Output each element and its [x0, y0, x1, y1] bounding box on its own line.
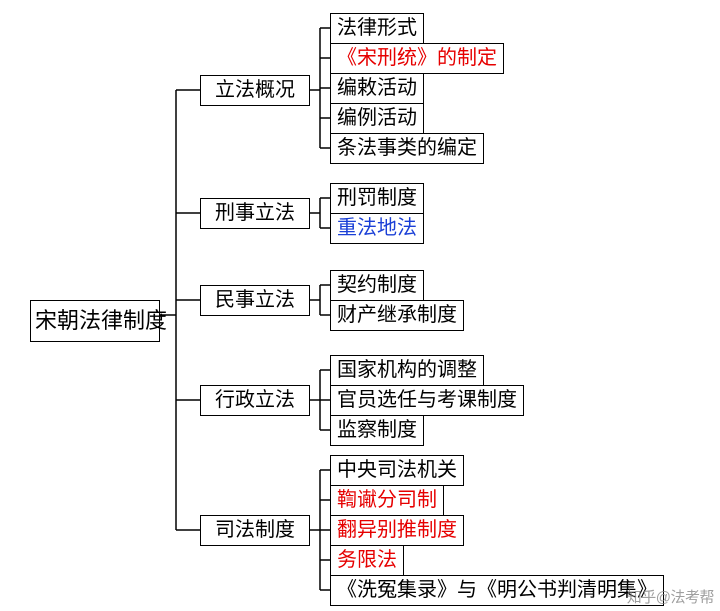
- leaf-admin-2: 监察制度: [330, 415, 424, 446]
- branch-judicial: 司法制度: [200, 515, 310, 546]
- branch-legis_overview: 立法概况: [200, 75, 310, 106]
- branch-civil: 民事立法: [200, 285, 310, 316]
- leaf-admin-0: 国家机构的调整: [330, 355, 484, 386]
- branch-criminal: 刑事立法: [200, 198, 310, 229]
- leaf-legis_overview-4: 条法事类的编定: [330, 133, 484, 164]
- leaf-criminal-0: 刑罚制度: [330, 183, 424, 214]
- leaf-legis_overview-1: 《宋刑统》的制定: [330, 43, 504, 74]
- leaf-legis_overview-0: 法律形式: [330, 13, 424, 44]
- leaf-civil-0: 契约制度: [330, 270, 424, 301]
- leaf-criminal-1: 重法地法: [330, 213, 424, 244]
- leaf-legis_overview-2: 编敕活动: [330, 73, 424, 104]
- leaf-judicial-2: 翻异别推制度: [330, 515, 464, 546]
- leaf-judicial-1: 鞫谳分司制: [330, 485, 444, 516]
- leaf-judicial-3: 务限法: [330, 545, 404, 576]
- leaf-civil-1: 财产继承制度: [330, 300, 464, 331]
- root-node: 宋朝法律制度: [30, 300, 160, 342]
- leaf-admin-1: 官员选任与考课制度: [330, 385, 524, 416]
- leaf-legis_overview-3: 编例活动: [330, 103, 424, 134]
- branch-admin: 行政立法: [200, 385, 310, 416]
- leaf-judicial-0: 中央司法机关: [330, 455, 464, 486]
- leaf-judicial-4: 《洗冤集录》与《明公书判清明集》: [330, 575, 664, 606]
- watermark-text: 知乎@法考帮: [627, 586, 714, 607]
